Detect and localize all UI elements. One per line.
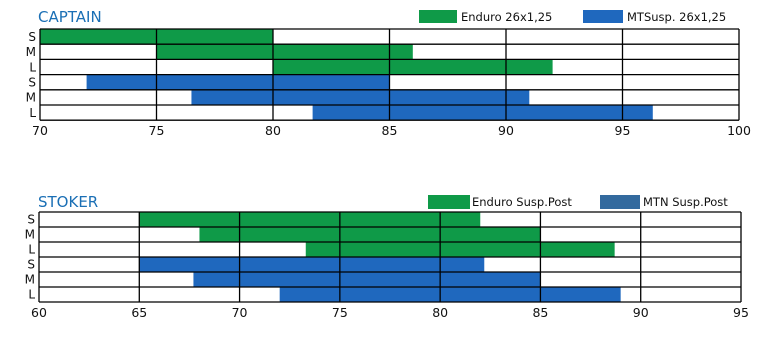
row-label: S: [27, 258, 35, 272]
x-tick-label: 80: [265, 123, 281, 138]
legend-label: MTSusp. 26x1,25: [627, 10, 726, 24]
range-bar: [312, 105, 653, 121]
row-label: M: [25, 228, 35, 242]
row-label: M: [26, 91, 36, 105]
range-bar: [305, 242, 615, 257]
row-label: S: [28, 75, 36, 89]
x-tick-label: 95: [615, 123, 631, 138]
chart-title: STOKER: [38, 193, 98, 211]
legend-label: Enduro 26x1,25: [461, 10, 552, 24]
row-label: S: [28, 30, 36, 44]
row-label: L: [29, 106, 36, 120]
row-label: S: [27, 213, 35, 227]
range-bar: [86, 74, 390, 90]
x-tick-label: 100: [727, 123, 751, 138]
row-label: L: [28, 288, 35, 302]
row-label: L: [29, 60, 36, 74]
range-bar: [191, 89, 530, 105]
legend-label: Enduro Susp.Post: [472, 195, 572, 209]
row-label: M: [26, 45, 36, 59]
x-tick-label: 70: [32, 123, 48, 138]
x-tick-label: 90: [498, 123, 514, 138]
range-bar: [273, 59, 553, 75]
row-label: L: [28, 243, 35, 257]
legend-swatch: [428, 195, 470, 209]
x-tick-label: 85: [382, 123, 398, 138]
chart-title: CAPTAIN: [38, 8, 102, 26]
range-bar: [193, 272, 541, 287]
x-tick-label: 65: [131, 305, 147, 320]
legend-label: MTN Susp.Post: [643, 195, 728, 209]
range-bar: [139, 257, 485, 272]
range-bar: [139, 212, 481, 227]
x-tick-label: 90: [633, 305, 649, 320]
x-tick-label: 75: [332, 305, 348, 320]
x-tick-label: 60: [31, 305, 47, 320]
legend-swatch: [583, 10, 623, 23]
x-tick-label: 80: [432, 305, 448, 320]
range-bar: [279, 287, 621, 302]
x-tick-label: 95: [733, 305, 749, 320]
x-tick-label: 70: [232, 305, 248, 320]
range-bar: [156, 44, 413, 60]
legend-swatch: [419, 10, 457, 23]
range-bar: [199, 227, 541, 242]
x-tick-label: 85: [532, 305, 548, 320]
x-tick-label: 75: [149, 123, 165, 138]
row-label: M: [25, 273, 35, 287]
legend-swatch: [600, 195, 640, 209]
